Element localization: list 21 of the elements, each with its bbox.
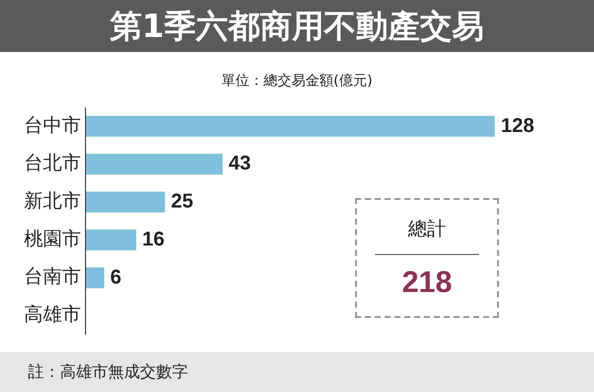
- data-label: 128: [500, 114, 534, 137]
- text: 註：高雄市無成交數字: [28, 362, 188, 383]
- bar: [85, 267, 104, 288]
- bar: [85, 154, 223, 175]
- bar: [85, 230, 136, 250]
- y-tick-label: 桃園市: [24, 228, 81, 250]
- y-tick-label: 台中市: [24, 114, 81, 136]
- chart-subtitle: 單位：總交易金額(億元): [220, 72, 374, 90]
- y-tick-label: 高雄市: [24, 304, 81, 326]
- bar: [85, 116, 495, 137]
- bar: [85, 192, 166, 212]
- data-label: 16: [142, 228, 164, 250]
- annotation: 218: [400, 266, 454, 300]
- chart-title: 第1季六都商用不動產交易: [0, 0, 594, 52]
- y-tick-label: 台南市: [24, 266, 81, 288]
- y-tick-label: 新北市: [24, 190, 81, 212]
- data-label: 25: [171, 190, 194, 213]
- annotation: 總計: [407, 217, 447, 242]
- data-label: 43: [228, 152, 251, 175]
- y-tick-label: 台北市: [24, 152, 81, 174]
- data-label: 6: [110, 266, 122, 288]
